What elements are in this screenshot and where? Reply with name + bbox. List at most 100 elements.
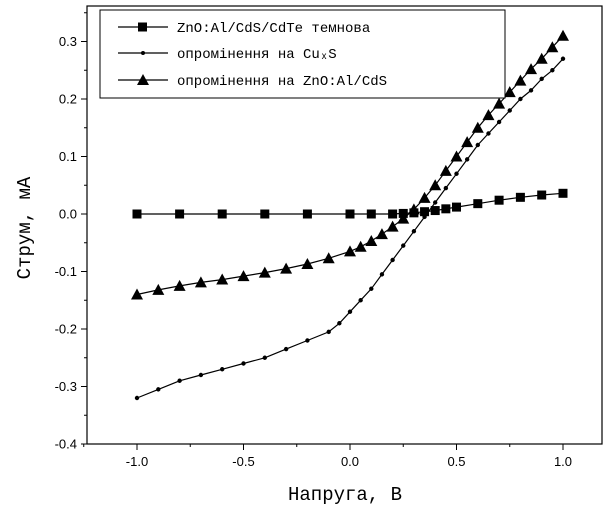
dot-point	[262, 355, 267, 360]
dot-point	[241, 361, 246, 366]
series-zno	[131, 29, 569, 300]
series-line-cuxs	[136, 58, 564, 399]
triangle-point	[173, 279, 186, 291]
dot-point	[443, 185, 449, 191]
triangle-point	[344, 245, 356, 257]
square-point	[441, 204, 451, 214]
dot-point	[283, 346, 289, 352]
legend-entry-zno: опромінення на ZnO:Al/CdS	[118, 73, 387, 90]
square-point	[260, 209, 270, 219]
dot-point	[379, 272, 385, 277]
dot-point	[454, 171, 459, 176]
series-layer	[131, 29, 569, 401]
legend-label-cuxs: опромінення на CuₓS	[177, 46, 337, 63]
triangle-point	[535, 52, 548, 64]
square-point	[420, 207, 430, 217]
triangle-point	[258, 266, 271, 278]
triangle-point	[407, 203, 420, 215]
square-point	[302, 209, 312, 219]
dot-point	[507, 108, 512, 113]
dot-point	[220, 367, 225, 372]
triangle-point	[557, 29, 569, 41]
square-point	[452, 202, 461, 212]
triangle-point	[301, 258, 314, 270]
legend-dot-marker	[141, 51, 145, 55]
triangle-point	[514, 74, 527, 86]
square-point	[558, 188, 568, 198]
dot-point	[326, 329, 331, 335]
triangle-point	[482, 109, 495, 121]
y-tick-label: -0.1	[55, 264, 77, 279]
triangle-point	[525, 63, 538, 75]
legend-entry-dark: ZnO:Al/CdS/CdTe темнова	[118, 21, 370, 37]
dot-point	[433, 200, 438, 205]
plot-frame	[86, 5, 603, 445]
dot-point	[390, 257, 395, 263]
triangle-point	[152, 283, 165, 295]
dot-point	[305, 338, 310, 343]
triangle-point	[471, 121, 484, 133]
series-cuxs	[134, 56, 566, 401]
dot-point	[518, 96, 523, 102]
triangle-point	[216, 273, 229, 285]
dot-point	[560, 56, 566, 61]
dot-point	[134, 395, 140, 401]
triangle-point	[194, 276, 207, 288]
triangle-point	[280, 262, 293, 274]
dot-point	[550, 68, 555, 73]
square-point	[132, 209, 142, 219]
series-dark	[132, 188, 568, 219]
dot-point	[337, 321, 342, 326]
dot-point	[411, 229, 417, 234]
dot-point	[422, 214, 427, 220]
x-tick-label: 0.0	[341, 454, 359, 469]
square-point	[537, 190, 547, 200]
legend-label-zno: опромінення на ZnO:Al/CdS	[177, 73, 387, 90]
y-tick-label: 0.3	[59, 34, 77, 49]
triangle-point	[493, 97, 506, 109]
dot-point	[177, 378, 182, 383]
triangle-point	[322, 252, 335, 264]
legend-label-dark: ZnO:Al/CdS/CdTe темнова	[177, 21, 370, 37]
triangle-point	[429, 179, 442, 191]
legend-entry-cuxs: опромінення на CuₓS	[118, 46, 337, 63]
dot-point	[401, 243, 406, 248]
triangle-point	[237, 270, 250, 282]
triangle-point	[386, 220, 399, 232]
legend: ZnO:Al/CdS/CdTe темнова опромінення на C…	[99, 9, 506, 99]
x-axis: -1.0 -0.5 0.0 0.5 1.0	[83, 444, 572, 469]
x-tick-label: 1.0	[554, 454, 572, 469]
legend-square-marker	[138, 22, 147, 32]
square-point	[473, 199, 483, 209]
triangle-point	[439, 164, 452, 176]
y-axis-title: Струм, мА	[14, 176, 36, 279]
x-tick-label: -1.0	[126, 454, 148, 469]
y-tick-label: 0.2	[59, 92, 77, 107]
y-axis: -0.4 -0.3 -0.2 -0.1 0.0 0.1 0.2 0.3	[55, 12, 87, 452]
triangle-point	[131, 288, 143, 300]
dot-point	[358, 298, 363, 303]
legend-box	[99, 9, 506, 99]
triangle-point	[461, 136, 474, 148]
y-tick-label: 0.0	[59, 207, 77, 222]
dot-point	[156, 387, 161, 392]
square-point	[515, 192, 525, 202]
dot-point	[198, 372, 204, 378]
triangle-point	[418, 191, 431, 203]
plot-border	[86, 5, 603, 445]
dot-point	[369, 286, 374, 291]
dot-point	[496, 119, 502, 125]
square-point	[345, 209, 355, 219]
y-tick-label: -0.2	[55, 322, 77, 337]
y-tick-label: -0.4	[55, 437, 77, 452]
dot-point	[464, 157, 470, 162]
y-tick-label: -0.3	[55, 379, 77, 394]
dot-point	[486, 131, 491, 136]
x-tick-label: 0.5	[447, 454, 465, 469]
square-point	[175, 209, 185, 219]
square-point	[388, 209, 398, 219]
triangle-point	[397, 212, 410, 224]
x-axis-title: Напруга, В	[288, 484, 402, 506]
square-point	[217, 209, 227, 219]
